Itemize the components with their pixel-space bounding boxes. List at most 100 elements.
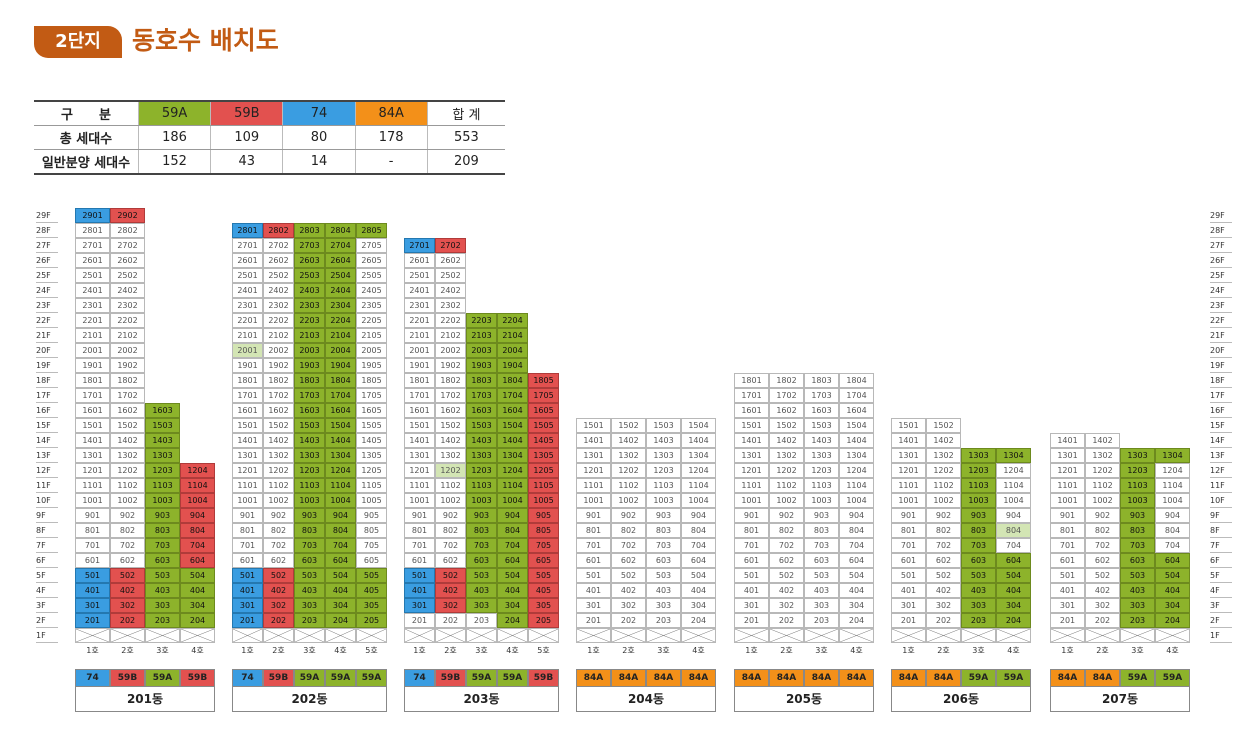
unit-cell: 1105 <box>356 478 387 493</box>
unit-cell: 602 <box>110 553 145 568</box>
unit-cell: 2702 <box>263 238 294 253</box>
unit-cell: 1201 <box>891 463 926 478</box>
floor-label: 26F <box>36 253 58 268</box>
unit-cell: 1404 <box>325 433 356 448</box>
unit-cell: 1104 <box>681 478 716 493</box>
unit-cell: 2002 <box>435 343 466 358</box>
unit-cell: 1304 <box>681 448 716 463</box>
unit-cell: 303 <box>646 598 681 613</box>
unit-cell: 502 <box>926 568 961 583</box>
unit-cell: 203 <box>961 613 996 628</box>
unit-cell: 705 <box>356 538 387 553</box>
unit-cell: 2402 <box>263 283 294 298</box>
unit-cell: 303 <box>804 598 839 613</box>
summary-cell: 178 <box>354 125 428 150</box>
unit-cell: 901 <box>576 508 611 523</box>
unit-cell: 1102 <box>110 478 145 493</box>
floor-label: 10F <box>36 493 58 508</box>
unit-cell: 302 <box>769 598 804 613</box>
unit-number-label: 4호 <box>1007 646 1020 655</box>
floor-label: 5F <box>36 568 58 583</box>
unit-cell: 401 <box>232 583 263 598</box>
summary-cell: 일반분양 세대수 <box>34 149 139 175</box>
floor-label: 9F <box>36 508 58 523</box>
unit-cell: 605 <box>528 553 559 568</box>
unit-cell: 1903 <box>466 358 497 373</box>
unit-cell: 304 <box>180 598 215 613</box>
unit-number-label: 3호 <box>1131 646 1144 655</box>
floor-label: 27F <box>1210 238 1232 253</box>
summary-cell: 59B <box>210 100 283 126</box>
unit-cell: 1402 <box>263 433 294 448</box>
unit-type-badge: 84A <box>611 669 646 687</box>
unit-cell: 1204 <box>325 463 356 478</box>
unit-cell: 703 <box>294 538 325 553</box>
unit-cell: 1704 <box>839 388 874 403</box>
unit-cell: 604 <box>996 553 1031 568</box>
unit-number-label: 2호 <box>1096 646 1109 655</box>
unit-cell: 1401 <box>404 433 435 448</box>
unit-type-badge: 84A <box>926 669 961 687</box>
unit-cell: 1102 <box>263 478 294 493</box>
unit-cell: 1502 <box>110 418 145 433</box>
unit-cell: 503 <box>1120 568 1155 583</box>
summary-cell: 74 <box>282 100 356 126</box>
pilotis-cell <box>263 628 294 643</box>
unit-cell: 1202 <box>110 463 145 478</box>
unit-cell: 704 <box>180 538 215 553</box>
building-name: 201동 <box>75 687 215 712</box>
unit-cell: 401 <box>734 583 769 598</box>
unit-cell: 402 <box>769 583 804 598</box>
pilotis-cell <box>110 628 145 643</box>
unit-cell: 2601 <box>404 253 435 268</box>
floor-label: 29F <box>36 208 58 223</box>
unit-cell: 404 <box>180 583 215 598</box>
unit-cell: 2005 <box>356 343 387 358</box>
unit-cell: 2502 <box>263 268 294 283</box>
unit-cell: 903 <box>1120 508 1155 523</box>
unit-number-label: 4호 <box>850 646 863 655</box>
unit-cell: 301 <box>232 598 263 613</box>
unit-cell: 1603 <box>804 403 839 418</box>
unit-cell: 1503 <box>145 418 180 433</box>
unit-cell: 502 <box>611 568 646 583</box>
unit-cell: 202 <box>926 613 961 628</box>
summary-cell: 186 <box>137 125 211 150</box>
unit-cell: 1305 <box>528 448 559 463</box>
unit-cell: 1104 <box>325 478 356 493</box>
unit-cell: 1802 <box>263 373 294 388</box>
pilotis-cell <box>404 628 435 643</box>
unit-type-badge: 59B <box>110 669 145 687</box>
unit-cell: 204 <box>996 613 1031 628</box>
unit-cell: 1403 <box>804 433 839 448</box>
floor-label: 7F <box>1210 538 1232 553</box>
unit-cell: 601 <box>734 553 769 568</box>
unit-cell: 303 <box>294 598 325 613</box>
unit-cell: 1604 <box>497 403 528 418</box>
unit-cell: 1302 <box>263 448 294 463</box>
floor-label: 24F <box>36 283 58 298</box>
unit-cell: 204 <box>180 613 215 628</box>
unit-cell: 702 <box>1085 538 1120 553</box>
unit-cell: 1502 <box>926 418 961 433</box>
unit-cell: 1803 <box>466 373 497 388</box>
unit-cell: 1704 <box>325 388 356 403</box>
building-name: 206동 <box>891 687 1031 712</box>
unit-cell: 603 <box>145 553 180 568</box>
unit-cell: 2201 <box>75 313 110 328</box>
unit-cell: 1403 <box>145 433 180 448</box>
unit-cell: 604 <box>681 553 716 568</box>
unit-cell: 1501 <box>404 418 435 433</box>
floor-label: 4F <box>36 583 58 598</box>
floor-label: 21F <box>1210 328 1232 343</box>
unit-cell: 204 <box>497 613 528 628</box>
floor-label: 5F <box>1210 568 1232 583</box>
unit-cell: 2701 <box>404 238 435 253</box>
unit-cell: 203 <box>804 613 839 628</box>
summary-cell: 구 분 <box>34 100 139 126</box>
unit-type-badge: 74 <box>75 669 110 687</box>
unit-cell: 501 <box>1050 568 1085 583</box>
unit-cell: 1102 <box>926 478 961 493</box>
unit-cell: 401 <box>404 583 435 598</box>
unit-cell: 601 <box>404 553 435 568</box>
